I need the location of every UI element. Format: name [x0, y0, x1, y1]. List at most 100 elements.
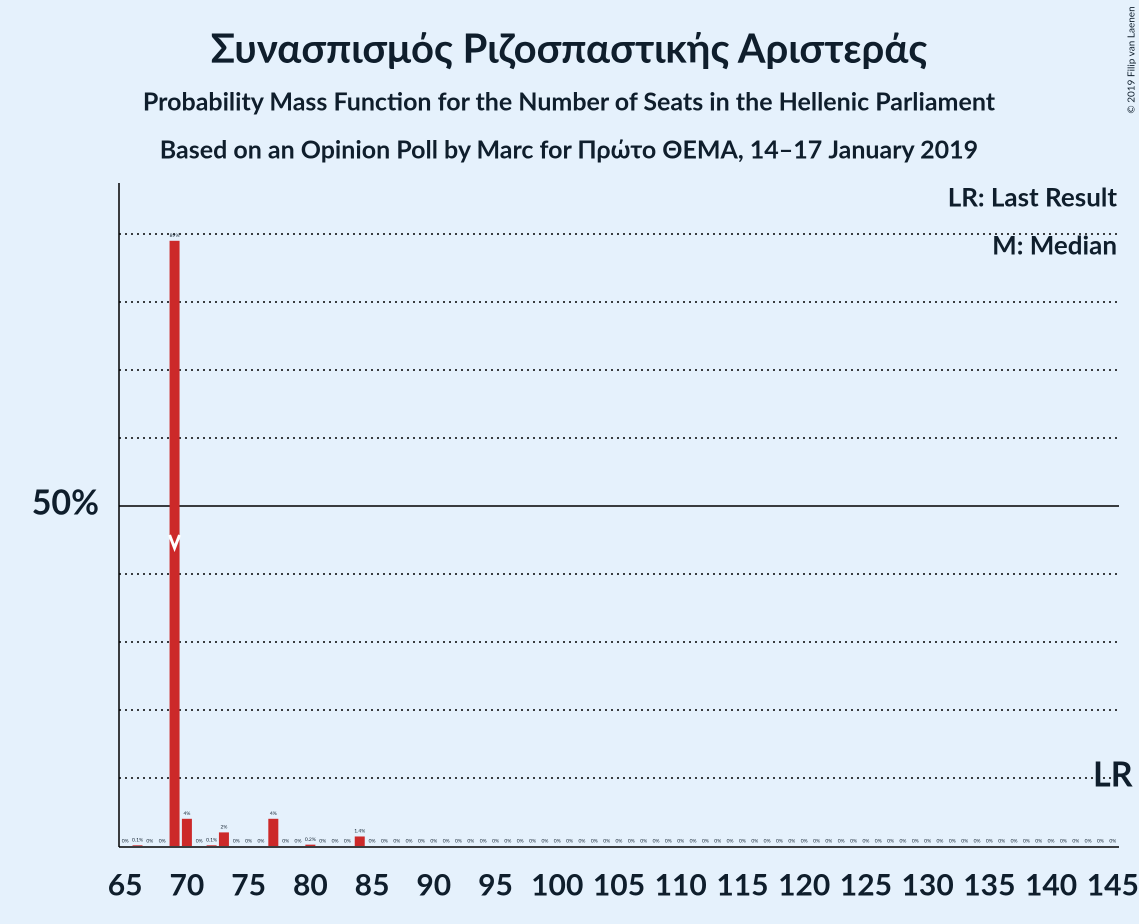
- value-label: 0%: [1060, 838, 1067, 844]
- x-tick-label: 85: [355, 867, 390, 903]
- value-label: 0%: [998, 838, 1005, 844]
- value-label: 0%: [1023, 838, 1030, 844]
- value-label: 0%: [801, 838, 808, 844]
- bar: [132, 845, 143, 846]
- x-tick-label: 80: [293, 867, 328, 903]
- x-tick-label: 110: [655, 867, 707, 903]
- x-tick-label: 130: [902, 867, 954, 903]
- value-label: 0%: [517, 838, 524, 844]
- value-label: 0%: [751, 838, 758, 844]
- value-label: 0%: [887, 838, 894, 844]
- value-label: 0%: [369, 838, 376, 844]
- bar: [354, 836, 365, 846]
- value-label: 0%: [776, 838, 783, 844]
- value-label: 0%: [332, 838, 339, 844]
- value-label: 0%: [467, 838, 474, 844]
- value-label: 0%: [665, 838, 672, 844]
- value-label: 0%: [1109, 838, 1116, 844]
- value-label: 0%: [788, 838, 795, 844]
- value-label: 0%: [949, 838, 956, 844]
- value-label: 0%: [492, 838, 499, 844]
- value-label: 0%: [504, 838, 511, 844]
- value-label: 0%: [566, 838, 573, 844]
- x-tick-label: 140: [1025, 867, 1077, 903]
- value-label: 0%: [603, 838, 610, 844]
- value-label: 0%: [258, 838, 265, 844]
- value-label: 0%: [443, 838, 450, 844]
- value-label: 0%: [937, 838, 944, 844]
- value-label: 4%: [183, 811, 190, 817]
- x-tick-label: 95: [478, 867, 513, 903]
- value-label: 0%: [1072, 838, 1079, 844]
- value-label: 0%: [899, 838, 906, 844]
- last-result-label: LR: [1093, 754, 1133, 795]
- x-tick-label: 70: [169, 867, 204, 903]
- value-label: 0%: [579, 838, 586, 844]
- value-label: 0%: [541, 838, 548, 844]
- value-label: 0%: [122, 838, 129, 844]
- x-tick-label: 90: [416, 867, 451, 903]
- value-label: 0%: [702, 838, 709, 844]
- value-label: 0%: [1035, 838, 1042, 844]
- x-tick-label: 135: [963, 867, 1015, 903]
- value-label: 0%: [1048, 838, 1055, 844]
- value-label: 4%: [270, 811, 277, 817]
- value-label: 0.1%: [132, 838, 143, 844]
- value-label: 0%: [739, 838, 746, 844]
- bar: [305, 844, 316, 846]
- x-tick-label: 145: [1087, 867, 1139, 903]
- median-marker: [168, 534, 181, 553]
- x-tick-label: 120: [778, 867, 830, 903]
- value-label: 0%: [974, 838, 981, 844]
- x-tick-label: 65: [108, 867, 143, 903]
- subtitle: Based on an Opinion Poll by Marc for Πρώ…: [160, 134, 978, 164]
- bar: [206, 845, 217, 846]
- value-label: 0%: [455, 838, 462, 844]
- chart-title: Συνασπισμός Ριζοσπαστικής Αριστεράς: [211, 23, 928, 71]
- value-label: 0%: [393, 838, 400, 844]
- value-label: 0.2%: [305, 837, 316, 843]
- value-label: 0%: [406, 838, 413, 844]
- value-label: 0%: [381, 838, 388, 844]
- value-label: 0%: [616, 838, 623, 844]
- value-label: 0%: [529, 838, 536, 844]
- value-label: 0%: [924, 838, 931, 844]
- value-label: 0%: [727, 838, 734, 844]
- bar: [218, 832, 229, 846]
- value-label: 0%: [418, 838, 425, 844]
- value-label: 0%: [640, 838, 647, 844]
- value-label: 0%: [245, 838, 252, 844]
- legend-entry: M: Median: [992, 229, 1117, 261]
- value-label: 0%: [591, 838, 598, 844]
- value-label: 0%: [344, 838, 351, 844]
- value-label: 0%: [1085, 838, 1092, 844]
- copyright: © 2019 Filip van Laenen: [1126, 6, 1138, 113]
- value-label: 0%: [480, 838, 487, 844]
- value-label: 1.4%: [354, 829, 365, 835]
- value-label: 0%: [714, 838, 721, 844]
- bar: [181, 818, 192, 846]
- value-label: 0%: [1011, 838, 1018, 844]
- value-label: 0%: [825, 838, 832, 844]
- bar: [268, 818, 279, 846]
- value-label: 0%: [159, 838, 166, 844]
- x-tick-label: 105: [593, 867, 645, 903]
- bar: [169, 240, 180, 847]
- value-label: 0%: [862, 838, 869, 844]
- value-label: 0%: [628, 838, 635, 844]
- x-tick-label: 75: [231, 867, 266, 903]
- x-tick-label: 125: [840, 867, 892, 903]
- value-label: 0%: [690, 838, 697, 844]
- value-label: 0%: [813, 838, 820, 844]
- value-label: 0%: [319, 838, 326, 844]
- y-tick-label: 50%: [32, 482, 99, 523]
- value-label: 0%: [295, 838, 302, 844]
- value-label: 0%: [653, 838, 660, 844]
- value-label: 0%: [986, 838, 993, 844]
- value-label: 0%: [1097, 838, 1104, 844]
- value-label: 0%: [282, 838, 289, 844]
- value-label: 0%: [146, 838, 153, 844]
- subtitle: Probability Mass Function for the Number…: [143, 86, 996, 116]
- x-tick-label: 115: [716, 867, 768, 903]
